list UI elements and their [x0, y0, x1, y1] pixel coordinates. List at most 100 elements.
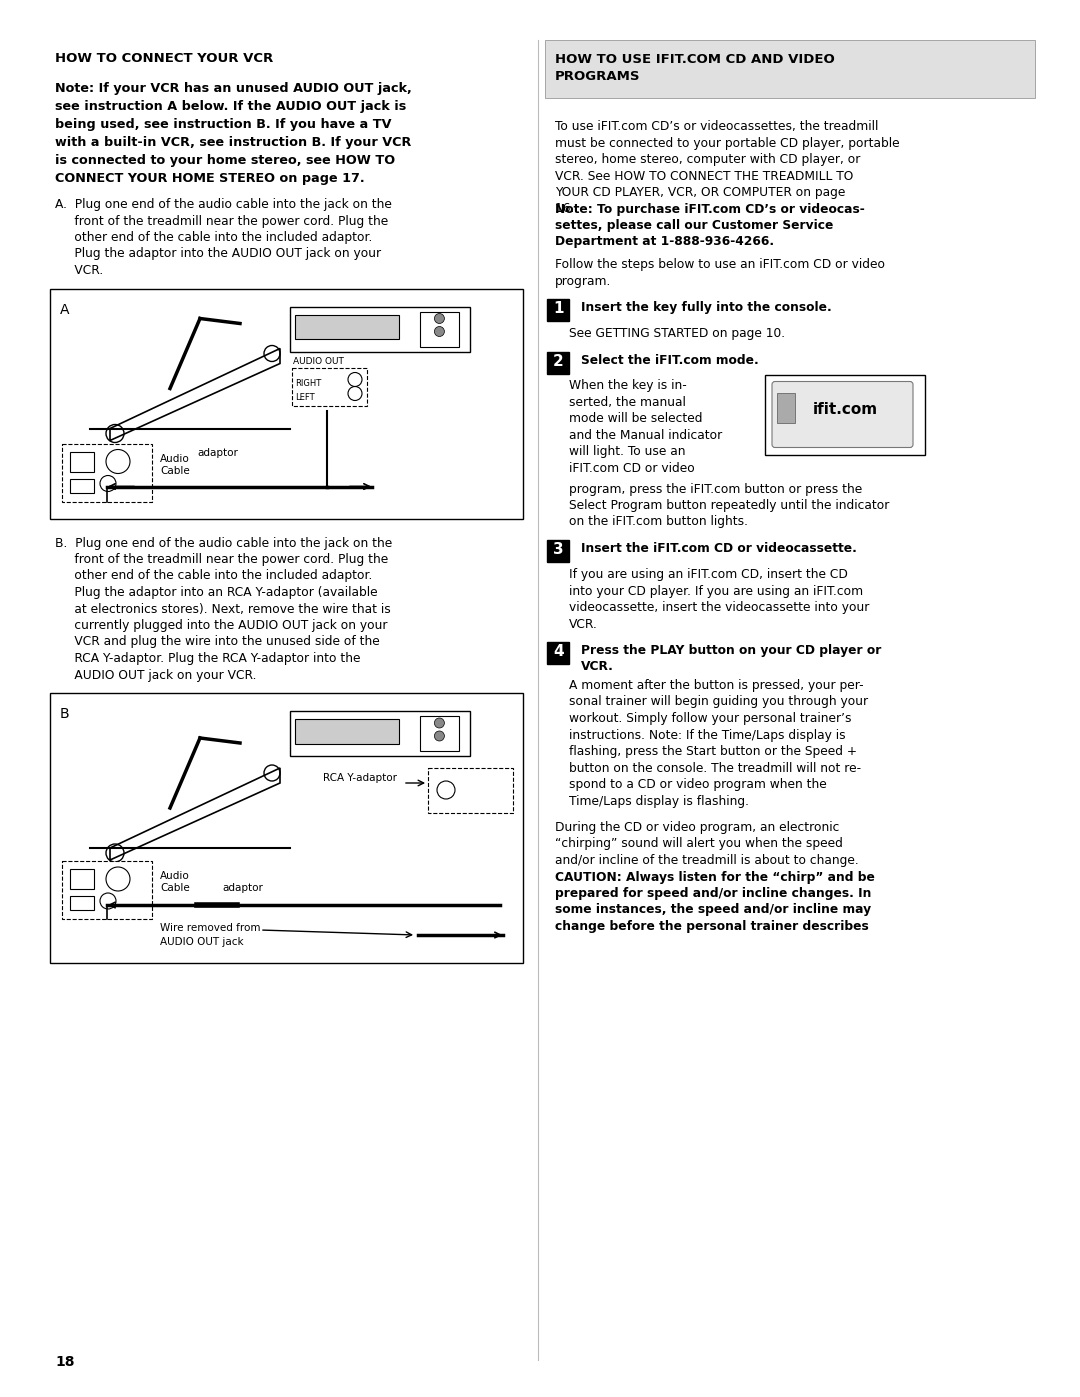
- Bar: [546, 352, 569, 373]
- Text: RCA Y-adaptor. Plug the RCA Y-adaptor into the: RCA Y-adaptor. Plug the RCA Y-adaptor in…: [55, 652, 361, 665]
- Text: Wire removed from: Wire removed from: [160, 923, 260, 933]
- Text: settes, please call our Customer Service: settes, please call our Customer Service: [555, 219, 834, 232]
- Text: During the CD or video program, an electronic: During the CD or video program, an elect…: [555, 821, 839, 834]
- Text: CONNECT YOUR HOME STEREO on page 17.: CONNECT YOUR HOME STEREO on page 17.: [55, 172, 365, 184]
- Text: spond to a CD or video program when the: spond to a CD or video program when the: [569, 778, 827, 791]
- Text: change before the personal trainer describes: change before the personal trainer descr…: [555, 921, 868, 933]
- Text: Select Program button repeatedly until the indicator: Select Program button repeatedly until t…: [569, 499, 889, 511]
- Bar: [420, 717, 459, 752]
- Text: AUDIO OUT jack on your VCR.: AUDIO OUT jack on your VCR.: [55, 669, 257, 682]
- Text: sonal trainer will begin guiding you through your: sonal trainer will begin guiding you thr…: [569, 696, 868, 708]
- Circle shape: [434, 718, 444, 728]
- Text: If you are using an iFIT.com CD, insert the CD: If you are using an iFIT.com CD, insert …: [569, 569, 848, 581]
- Text: workout. Simply follow your personal trainer’s: workout. Simply follow your personal tra…: [569, 712, 851, 725]
- Text: button on the console. The treadmill will not re-: button on the console. The treadmill wil…: [569, 761, 861, 774]
- Bar: [70, 451, 94, 472]
- Text: instructions. Note: If the Time/Laps display is: instructions. Note: If the Time/Laps dis…: [569, 728, 846, 742]
- Text: is connected to your home stereo, see HOW TO: is connected to your home stereo, see HO…: [55, 154, 395, 168]
- Text: Audio: Audio: [160, 870, 190, 882]
- Text: Audio: Audio: [160, 454, 190, 464]
- Text: B: B: [60, 707, 69, 721]
- Text: HOW TO CONNECT YOUR VCR: HOW TO CONNECT YOUR VCR: [55, 52, 273, 66]
- Text: Cable: Cable: [160, 465, 190, 475]
- Text: serted, the manual: serted, the manual: [569, 395, 686, 409]
- Text: See GETTING STARTED on page 10.: See GETTING STARTED on page 10.: [569, 327, 785, 339]
- Text: Insert the key fully into the console.: Insert the key fully into the console.: [581, 300, 832, 314]
- Text: program.: program.: [555, 274, 611, 288]
- Text: other end of the cable into the included adaptor.: other end of the cable into the included…: [55, 570, 373, 583]
- Bar: [291, 306, 470, 352]
- Text: 18: 18: [55, 1355, 75, 1369]
- Text: Plug the adaptor into an RCA Y-adaptor (available: Plug the adaptor into an RCA Y-adaptor (…: [55, 585, 378, 599]
- Bar: [295, 719, 400, 743]
- Text: and/or incline of the treadmill is about to change.: and/or incline of the treadmill is about…: [555, 854, 859, 868]
- Text: must be connected to your portable CD player, portable: must be connected to your portable CD pl…: [555, 137, 900, 149]
- Text: other end of the cable into the included adaptor.: other end of the cable into the included…: [55, 231, 373, 244]
- Text: into your CD player. If you are using an iFIT.com: into your CD player. If you are using an…: [569, 584, 863, 598]
- Circle shape: [434, 313, 444, 324]
- Bar: [295, 314, 400, 339]
- Text: Note: If your VCR has an unused AUDIO OUT jack,: Note: If your VCR has an unused AUDIO OU…: [55, 82, 411, 95]
- Bar: [291, 711, 470, 756]
- Text: VCR.: VCR.: [569, 617, 598, 630]
- Text: currently plugged into the AUDIO OUT jack on your: currently plugged into the AUDIO OUT jac…: [55, 619, 388, 631]
- Text: VCR. See HOW TO CONNECT THE TREADMILL TO: VCR. See HOW TO CONNECT THE TREADMILL TO: [555, 169, 853, 183]
- Text: on the iFIT.com button lights.: on the iFIT.com button lights.: [569, 515, 748, 528]
- Circle shape: [434, 731, 444, 740]
- Text: with a built-in VCR, see instruction B. If your VCR: with a built-in VCR, see instruction B. …: [55, 136, 411, 149]
- Text: HOW TO USE IFIT.COM CD AND VIDEO
PROGRAMS: HOW TO USE IFIT.COM CD AND VIDEO PROGRAM…: [555, 53, 835, 84]
- Bar: [428, 768, 513, 813]
- Text: videocassette, insert the videocassette into your: videocassette, insert the videocassette …: [569, 601, 869, 615]
- Text: adaptor: adaptor: [197, 448, 238, 458]
- Text: VCR.: VCR.: [581, 661, 613, 673]
- Text: YOUR CD PLAYER, VCR, OR COMPUTER on page: YOUR CD PLAYER, VCR, OR COMPUTER on page: [555, 186, 846, 198]
- Bar: [70, 479, 94, 493]
- Text: Cable: Cable: [160, 883, 190, 893]
- Text: “chirping” sound will alert you when the speed: “chirping” sound will alert you when the…: [555, 837, 842, 851]
- FancyBboxPatch shape: [772, 381, 913, 447]
- Text: A moment after the button is pressed, your per-: A moment after the button is pressed, yo…: [569, 679, 864, 692]
- Text: Follow the steps below to use an iFIT.com CD or video: Follow the steps below to use an iFIT.co…: [555, 258, 885, 271]
- Text: front of the treadmill near the power cord. Plug the: front of the treadmill near the power co…: [55, 553, 388, 566]
- Circle shape: [434, 327, 444, 337]
- Bar: [777, 393, 795, 422]
- Text: When the key is in-: When the key is in-: [569, 380, 687, 393]
- Text: Time/Laps display is flashing.: Time/Laps display is flashing.: [569, 795, 750, 807]
- Text: RCA Y-adaptor: RCA Y-adaptor: [323, 773, 397, 782]
- Text: 1: 1: [553, 300, 564, 316]
- Text: VCR.: VCR.: [55, 264, 104, 277]
- Text: stereo, home stereo, computer with CD player, or: stereo, home stereo, computer with CD pl…: [555, 154, 861, 166]
- Bar: [546, 299, 569, 321]
- Text: Note: To purchase iFIT.com CD’s or videocas-: Note: To purchase iFIT.com CD’s or video…: [555, 203, 865, 215]
- Text: 4: 4: [553, 644, 564, 659]
- Text: AUDIO OUT jack: AUDIO OUT jack: [160, 937, 244, 947]
- Text: Select the iFIT.com mode.: Select the iFIT.com mode.: [581, 353, 759, 366]
- Text: AUDIO OUT: AUDIO OUT: [293, 358, 343, 366]
- Bar: [545, 41, 1035, 98]
- Text: A.  Plug one end of the audio cable into the jack on the: A. Plug one end of the audio cable into …: [55, 198, 392, 211]
- Text: Department at 1-888-936-4266.: Department at 1-888-936-4266.: [555, 236, 774, 249]
- Text: prepared for speed and/or incline changes. In: prepared for speed and/or incline change…: [555, 887, 872, 900]
- Bar: [420, 312, 459, 346]
- Text: flashing, press the Start button or the Speed +: flashing, press the Start button or the …: [569, 745, 858, 759]
- Bar: [70, 895, 94, 909]
- Bar: [546, 541, 569, 562]
- Text: B.  Plug one end of the audio cable into the jack on the: B. Plug one end of the audio cable into …: [55, 536, 392, 549]
- Bar: [765, 374, 924, 454]
- Text: Plug the adaptor into the AUDIO OUT jack on your: Plug the adaptor into the AUDIO OUT jack…: [55, 247, 381, 260]
- Text: iFIT.com CD or video: iFIT.com CD or video: [569, 462, 694, 475]
- Text: Insert the iFIT.com CD or videocassette.: Insert the iFIT.com CD or videocassette.: [581, 542, 856, 555]
- Text: LEFT: LEFT: [295, 393, 314, 401]
- Bar: [50, 693, 523, 963]
- Bar: [292, 367, 367, 405]
- Text: Press the PLAY button on your CD player or: Press the PLAY button on your CD player …: [581, 644, 881, 657]
- Bar: [70, 869, 94, 888]
- Text: 3: 3: [553, 542, 564, 557]
- Bar: [62, 861, 152, 919]
- Text: being used, see instruction B. If you have a TV: being used, see instruction B. If you ha…: [55, 117, 391, 131]
- Text: A: A: [60, 303, 69, 317]
- Text: 16.: 16.: [555, 203, 578, 215]
- Text: adaptor: adaptor: [222, 883, 262, 893]
- Text: To use iFIT.com CD’s or videocassettes, the treadmill: To use iFIT.com CD’s or videocassettes, …: [555, 120, 878, 133]
- Text: CAUTION: Always listen for the “chirp” and be: CAUTION: Always listen for the “chirp” a…: [555, 870, 875, 883]
